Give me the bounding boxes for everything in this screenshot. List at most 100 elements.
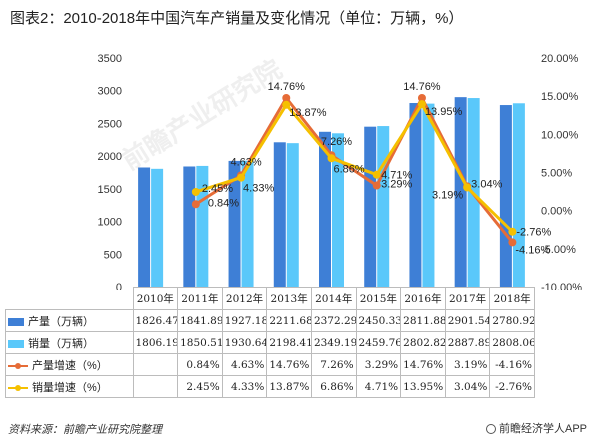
table-cell: 3.29% <box>355 353 402 376</box>
combo-chart: 0 500 1000 1500 2000 2500 3000 3500 -10.00% -5.00… <box>98 53 583 290</box>
legend-production: 产量（万辆） <box>5 309 134 332</box>
production-bar <box>228 160 241 287</box>
production-bar <box>499 105 512 288</box>
left-axis-tick-label: 1500 <box>98 184 122 196</box>
table-cell: 1826.47 <box>132 309 179 332</box>
table-cell: 2349.19 <box>310 331 357 354</box>
legend-production-growth: 产量增速（%） <box>5 353 134 376</box>
table-cell: 2811.88 <box>400 309 446 332</box>
production-growth-label: 0.84% <box>208 197 239 209</box>
table-cell: 4.71% <box>355 375 402 398</box>
left-axis-tick-label: 1000 <box>98 217 122 229</box>
production-growth-point <box>417 93 426 102</box>
legend-label: 产量（万辆） <box>28 315 94 328</box>
legend-label: 销量增速（%） <box>32 381 108 394</box>
table-header-year: 2016年 <box>400 287 446 310</box>
sales-bar <box>422 103 435 287</box>
sales-growth-line <box>195 101 514 233</box>
left-axis-tick-label: 2000 <box>98 151 122 163</box>
table-cell: 13.87% <box>266 375 312 398</box>
table-cell: 0.84% <box>177 353 223 376</box>
table-cell: 14.76% <box>400 353 446 376</box>
table-cell: 2887.89 <box>444 331 491 354</box>
table-cell: 2211.68 <box>266 309 312 332</box>
right-axis-tick-label: -10.00% <box>541 282 582 290</box>
table-cell: 1806.19 <box>132 331 179 354</box>
right-axis-tick-label: 15.00% <box>541 91 579 103</box>
production-growth-label: 14.76% <box>268 81 306 93</box>
table-cell: 2780.92 <box>489 309 535 332</box>
sales-bar <box>512 103 525 287</box>
table-cell <box>132 375 179 398</box>
production-bar <box>273 142 286 287</box>
table-header-row: 2010年 2011年 2012年 2013年 2014年 2015年 2016年 2017年… <box>6 287 535 310</box>
sales-growth-point <box>327 154 336 163</box>
table-header-year: 2012年 <box>221 287 268 310</box>
sales-growth-label: 13.95% <box>425 106 463 118</box>
sales-growth-label: 13.87% <box>289 107 327 119</box>
table-cell: -4.16% <box>489 353 535 376</box>
legend-label: 销量（万辆） <box>28 337 94 350</box>
legend-sales-growth: 销量增速（%） <box>5 375 134 398</box>
left-axis-tick-label: 3500 <box>98 53 122 65</box>
production-bar-swatch <box>8 317 24 326</box>
production-bar <box>138 167 151 287</box>
production-growth-point <box>191 200 200 209</box>
table-cell: 1841.89 <box>177 309 223 332</box>
table-cell: 1850.51 <box>177 331 223 354</box>
sales-growth-label: 2.45% <box>202 183 233 195</box>
sales-growth-label: 3.04% <box>471 178 502 190</box>
table-row-production: 产量（万辆） 1826.47 1841.89 1927.18 2211.68 2372.… <box>5 309 535 332</box>
left-axis-tick-label: 3000 <box>98 86 122 98</box>
sales-bar <box>286 143 299 287</box>
sales-bar <box>377 126 390 287</box>
table-cell: 13.95% <box>400 375 446 398</box>
table-header-year: 2011年 <box>177 287 223 310</box>
production-growth-label: 4.63% <box>230 156 261 168</box>
right-axis-tick-label: 20.00% <box>541 53 579 65</box>
left-axis-tick-label: 0 <box>116 282 122 290</box>
table-cell: 3.04% <box>444 375 491 398</box>
brand-logo-icon <box>485 424 496 434</box>
sales-growth-point <box>372 170 381 179</box>
table-row-production-growth: 产量增速（%） 0.84% 4.63% 14.76% 7.26% 3.29% 14.76%… <box>5 353 535 376</box>
sales-growth-label: 4.71% <box>381 170 412 182</box>
production-growth-label: 3.19% <box>432 189 463 201</box>
table-header-year: 2017年 <box>444 287 491 310</box>
sales-growth-point <box>237 173 246 182</box>
table-cell: 14.76% <box>266 353 312 376</box>
sales-bar <box>196 165 209 287</box>
production-growth-label: -4.16% <box>515 244 550 256</box>
table-cell: 7.26% <box>310 353 357 376</box>
production-bar <box>364 126 377 287</box>
table-cell <box>132 353 179 376</box>
table-row-sales-growth: 销量增速（%） 2.45% 4.33% 13.87% 6.86% 4.71% 13.95%… <box>5 375 535 398</box>
table-cell: 2198.41 <box>266 331 312 354</box>
sales-growth-label: 6.86% <box>334 163 365 175</box>
sales-bar-swatch <box>8 339 24 348</box>
production-growth-point <box>282 93 291 102</box>
legend-sales: 销量（万辆） <box>5 331 134 354</box>
sales-growth-point <box>417 100 426 109</box>
table-cell: 1930.64 <box>221 331 268 354</box>
production-growth-line-swatch <box>8 361 28 371</box>
production-bar <box>409 103 422 287</box>
sales-growth-point <box>191 187 200 196</box>
table-cell: 4.33% <box>221 375 268 398</box>
table-cell: 3.19% <box>444 353 491 376</box>
sales-growth-label: 4.33% <box>243 183 274 195</box>
sales-growth-point <box>508 227 517 236</box>
right-axis-tick-label: 10.00% <box>541 129 579 141</box>
table-cell: 2808.06 <box>489 331 535 354</box>
production-growth-label: 7.26% <box>321 136 352 148</box>
table-header-year: 2015年 <box>355 287 402 310</box>
table-cell: 2.45% <box>177 375 223 398</box>
chart-title: 图表2：2010-2018年中国汽车产销量及变化情况（单位：万辆，%） <box>10 10 464 27</box>
production-bar <box>454 97 467 288</box>
source-note: 资料来源：前瞻产业研究院整理 <box>8 424 162 436</box>
right-axis-tick-label: 5.00% <box>541 168 572 180</box>
table-cell: 6.86% <box>310 375 357 398</box>
sales-growth-line-swatch <box>8 383 28 393</box>
table-cell: 2459.76 <box>355 331 402 354</box>
table-corner <box>6 288 134 310</box>
